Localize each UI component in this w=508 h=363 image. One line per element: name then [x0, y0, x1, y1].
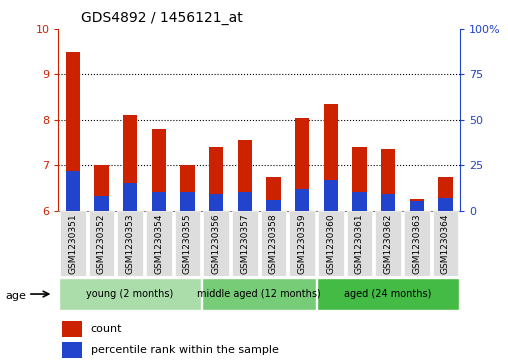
Bar [381, 149, 395, 211]
Text: GSM1230357: GSM1230357 [240, 214, 249, 274]
Bar [238, 192, 252, 211]
Text: GSM1230352: GSM1230352 [97, 214, 106, 274]
Bar [180, 165, 195, 211]
Bar [151, 129, 166, 211]
Text: GSM1230358: GSM1230358 [269, 214, 278, 274]
Text: GSM1230361: GSM1230361 [355, 214, 364, 274]
FancyBboxPatch shape [60, 211, 86, 276]
Text: GSM1230364: GSM1230364 [441, 214, 450, 274]
Text: GSM1230351: GSM1230351 [68, 214, 77, 274]
Bar [438, 198, 453, 211]
FancyBboxPatch shape [375, 211, 401, 276]
Bar [409, 199, 424, 211]
Bar [94, 165, 109, 211]
Text: count: count [90, 324, 122, 334]
Bar [438, 176, 453, 211]
FancyBboxPatch shape [232, 211, 258, 276]
FancyBboxPatch shape [203, 211, 229, 276]
Bar [324, 104, 338, 211]
Bar [409, 201, 424, 211]
FancyBboxPatch shape [88, 211, 114, 276]
FancyBboxPatch shape [317, 278, 459, 310]
Bar [324, 180, 338, 211]
Bar [238, 140, 252, 211]
Bar [123, 115, 137, 211]
FancyBboxPatch shape [202, 278, 316, 310]
FancyBboxPatch shape [432, 211, 458, 276]
FancyBboxPatch shape [346, 211, 372, 276]
Text: GSM1230354: GSM1230354 [154, 214, 163, 274]
FancyBboxPatch shape [318, 211, 343, 276]
FancyBboxPatch shape [59, 278, 201, 310]
FancyBboxPatch shape [146, 211, 172, 276]
Text: GSM1230360: GSM1230360 [326, 214, 335, 274]
Bar [209, 147, 223, 211]
Text: aged (24 months): aged (24 months) [344, 289, 432, 299]
FancyBboxPatch shape [404, 211, 430, 276]
Bar [94, 196, 109, 211]
Text: GSM1230363: GSM1230363 [412, 214, 421, 274]
Bar [381, 194, 395, 211]
Bar [295, 189, 309, 211]
Text: percentile rank within the sample: percentile rank within the sample [90, 345, 278, 355]
Bar [352, 147, 367, 211]
Bar [266, 176, 280, 211]
Text: GDS4892 / 1456121_at: GDS4892 / 1456121_at [81, 11, 243, 25]
Bar [62, 321, 82, 337]
Bar [66, 171, 80, 211]
Text: GSM1230353: GSM1230353 [125, 214, 135, 274]
FancyBboxPatch shape [117, 211, 143, 276]
Bar [352, 192, 367, 211]
Text: middle aged (12 months): middle aged (12 months) [197, 289, 321, 299]
Bar [66, 52, 80, 211]
Bar [151, 192, 166, 211]
FancyBboxPatch shape [289, 211, 315, 276]
Bar [209, 194, 223, 211]
Text: GSM1230359: GSM1230359 [298, 214, 307, 274]
Text: GSM1230356: GSM1230356 [211, 214, 220, 274]
Bar [180, 192, 195, 211]
Bar [266, 200, 280, 211]
Text: age: age [5, 291, 26, 301]
Text: GSM1230355: GSM1230355 [183, 214, 192, 274]
Bar [295, 118, 309, 211]
Text: GSM1230362: GSM1230362 [384, 214, 393, 274]
Bar [62, 342, 82, 358]
Bar [123, 183, 137, 211]
FancyBboxPatch shape [261, 211, 287, 276]
Text: young (2 months): young (2 months) [86, 289, 174, 299]
FancyBboxPatch shape [175, 211, 200, 276]
